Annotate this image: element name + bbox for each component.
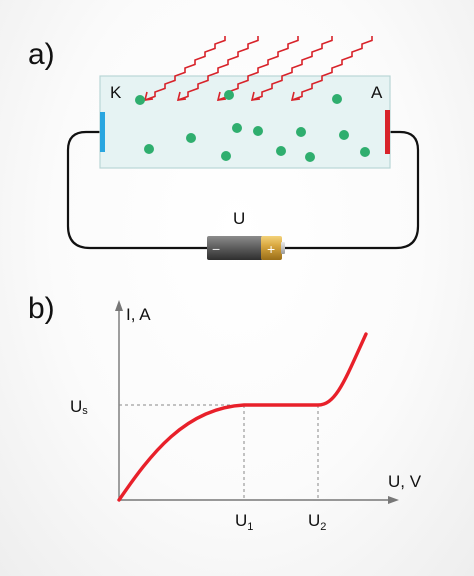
cathode-label: K (110, 83, 122, 102)
panel-a-label: a) (28, 38, 55, 71)
anode-label: A (371, 83, 383, 102)
panel-a: a) K A U − + (28, 36, 418, 260)
battery-plus-sign: + (267, 241, 275, 257)
x-axis-label: U, V (388, 472, 422, 491)
electron (186, 133, 196, 143)
x-tick-label-u2: U2 (308, 511, 326, 533)
anode-plate (385, 110, 390, 154)
battery-minus-sign: − (212, 241, 220, 257)
electron (232, 123, 242, 133)
electron (339, 130, 349, 140)
cathode-plate (100, 112, 105, 152)
y-axis-label: I, A (126, 305, 151, 324)
x-axis-arrow-icon (388, 496, 399, 504)
panel-b-label: b) (28, 292, 55, 325)
battery: − + (207, 236, 285, 260)
electron (332, 94, 342, 104)
electron (296, 127, 306, 137)
electron (276, 146, 286, 156)
electron (221, 151, 231, 161)
y-axis-arrow-icon (115, 300, 123, 311)
electron (144, 144, 154, 154)
vacuum-tube (100, 76, 390, 168)
electron (224, 90, 234, 100)
electron (360, 147, 370, 157)
saturation-label: Us (70, 397, 88, 417)
electron (135, 95, 145, 105)
x-tick-label-u1: U1 (235, 511, 253, 533)
source-label: U (233, 209, 245, 228)
current-voltage-curve (119, 334, 366, 500)
panel-b: b) I, A U, V Us U1 U2 (28, 292, 422, 533)
electron (253, 126, 263, 136)
electron (305, 152, 315, 162)
